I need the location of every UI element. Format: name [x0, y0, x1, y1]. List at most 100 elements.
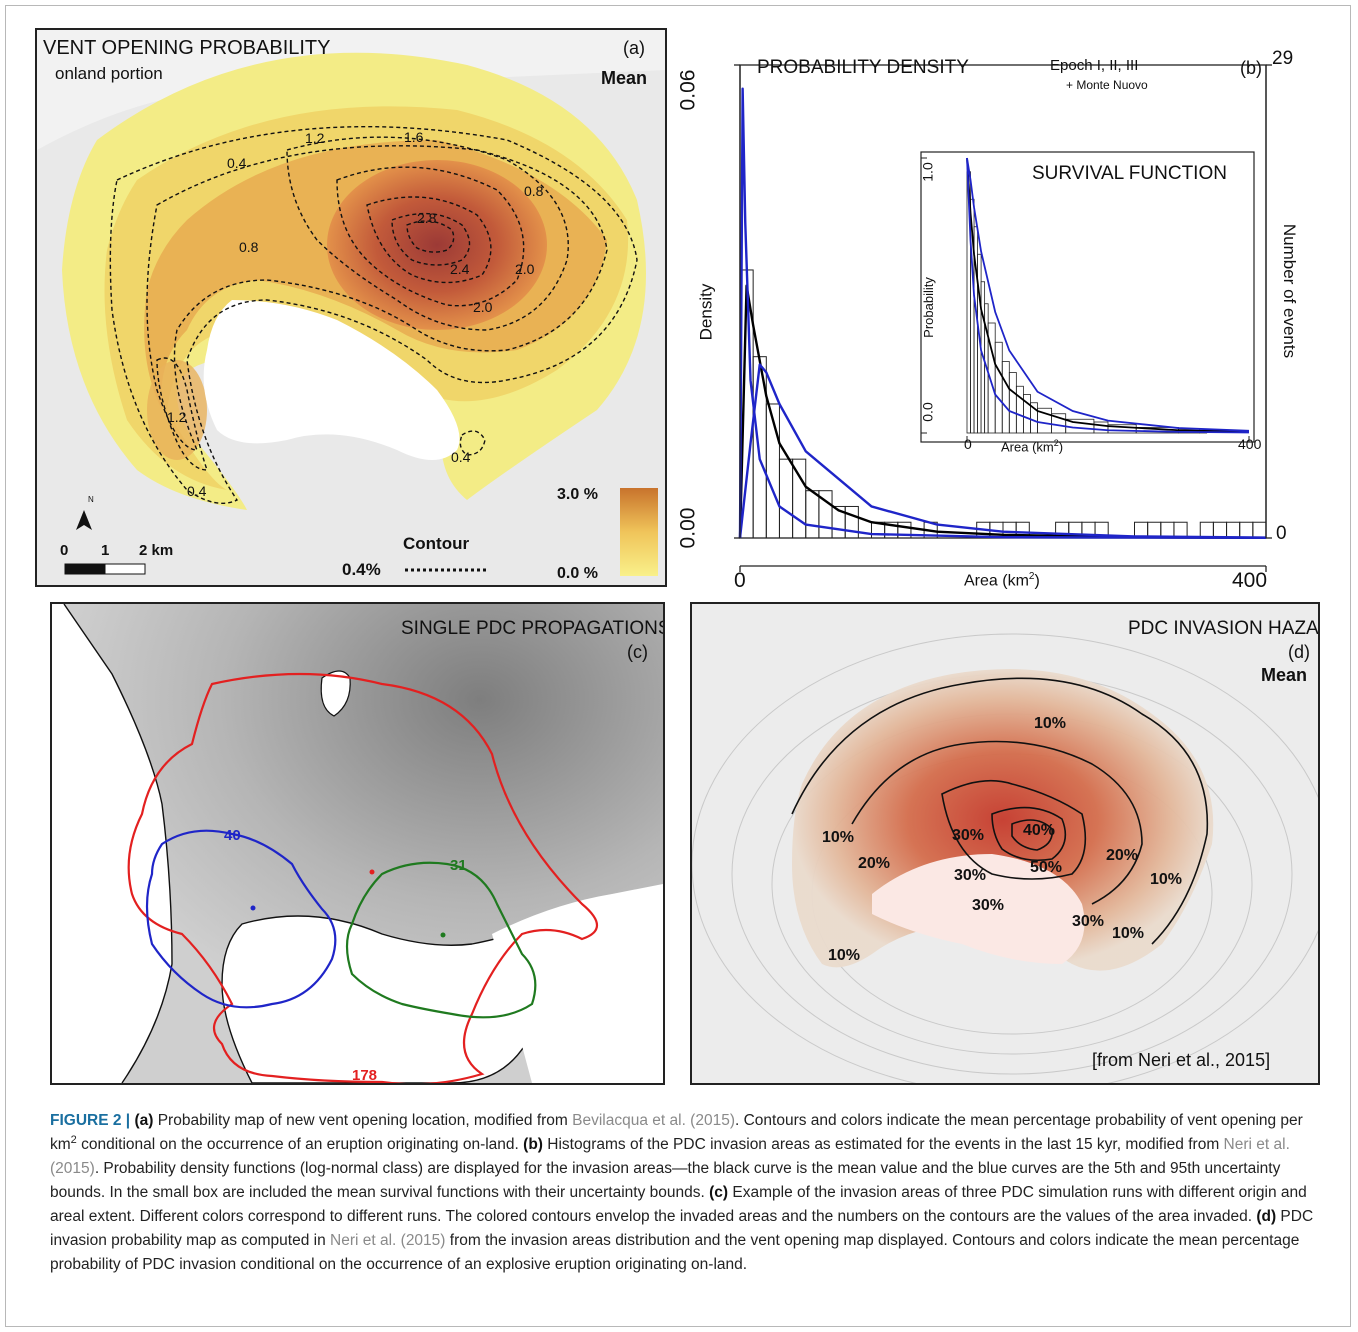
contour-1-6 [336, 166, 525, 307]
hazard-label: 20% [858, 855, 890, 872]
contour-legend-title: Contour [403, 534, 470, 553]
bay-hazard [872, 854, 1085, 964]
figure-caption: FIGURE 2 | (a) Probability map of new ve… [50, 1109, 1318, 1277]
inset-title: SURVIVAL FUNCTION [1032, 163, 1227, 184]
contour-label: 1.6 [404, 129, 424, 145]
y-tick-1: 0.06 [676, 69, 700, 111]
contour-31 [345, 861, 537, 1019]
inset-x-tick-0: 0 [964, 436, 972, 452]
density-curve [738, 87, 1267, 540]
contour-label: 0.4 [227, 155, 247, 171]
contour-40 [991, 806, 1067, 862]
hazard-label: 10% [1150, 871, 1182, 888]
x-axis-label-sup: 2 [1028, 571, 1035, 582]
contour-10 [791, 677, 1209, 945]
x-axis-label-end: ) [1034, 572, 1040, 590]
scale-bar [64, 563, 146, 575]
histogram-bar [1226, 521, 1241, 539]
x-axis-label-text: Area (km [964, 572, 1029, 590]
contour-2-0 [366, 196, 492, 284]
hazard-label: 30% [952, 827, 984, 844]
x-tick-400: 400 [1232, 569, 1268, 592]
probability-peak [327, 160, 547, 330]
axis-ticks [734, 64, 1272, 572]
caption-c-label: (c) [709, 1184, 729, 1201]
x-tick-0: 0 [734, 569, 746, 592]
caption-a-text: Probability map of new vent opening loca… [153, 1112, 573, 1129]
hazard-label: 40% [1023, 822, 1055, 839]
caption-a-label: (a) [134, 1112, 154, 1129]
contour-label-178: 178 [352, 1067, 377, 1083]
hazard-label: 50% [1030, 859, 1062, 876]
hazard-label: 30% [954, 867, 986, 884]
panel-d-tag: (d) [1288, 642, 1310, 662]
vent-point-green [440, 932, 446, 938]
histogram-bar [897, 521, 912, 539]
contour-0-8 [146, 145, 608, 451]
inset-y-tick-0: 0.0 [919, 402, 936, 422]
north-arrow-icon [76, 510, 92, 530]
contour-label: 0.8 [239, 239, 259, 255]
inset-y-label: Probability [920, 277, 936, 338]
caption-b-text: Histograms of the PDC invasion areas as … [542, 1136, 1224, 1153]
probability-zone-west [147, 360, 207, 460]
contour-label-40: 40 [224, 827, 241, 844]
panel-a-title: VENT OPENING PROBABILITY [43, 37, 331, 59]
y-right-tick-1: 29 [1272, 48, 1294, 69]
histogram-bar [805, 490, 820, 539]
caption-b-text2: . Probability density functions (log-nor… [50, 1160, 1281, 1201]
panel-c-tag: (c) [627, 642, 648, 662]
hazard-label: 10% [1034, 715, 1066, 732]
panel-a-tag: (a) [623, 38, 645, 58]
panel-b-probability-density: PROBABILITY DENSITY Epoch I, II, III + M… [676, 28, 1300, 598]
north-label: N [88, 495, 94, 504]
contour-west [156, 357, 208, 471]
contour-label: 0.8 [524, 183, 544, 199]
caption-d-text2: from the invasion areas distribution and… [50, 1232, 1300, 1273]
hazard-contours [791, 677, 1209, 945]
histogram-bar [844, 505, 859, 539]
contour-label: 1.2 [305, 130, 325, 146]
inset-curves [966, 157, 1250, 434]
panel-a-stat: Mean [601, 68, 648, 88]
inset-x-label-sup: 2 [1053, 438, 1059, 448]
hazard-label: 10% [828, 947, 860, 964]
contour-30 [941, 779, 1087, 880]
panel-a-subtitle: onland portion [55, 64, 163, 83]
x-axis-label: Area (km2) [964, 571, 1040, 590]
contour-label: 2.4 [450, 261, 470, 277]
contour-label: 2.0 [515, 261, 535, 277]
panel-d-pdc-invasion-hazard: 10% 10% 20% 30% 30% 40% 50% 30% 20% 10% … [690, 602, 1320, 1085]
vent-point-red [369, 869, 375, 875]
y-axis-right-label: Number of events [1280, 223, 1300, 359]
histogram-bar [1199, 521, 1214, 539]
hazard-label: 30% [1072, 913, 1104, 930]
contour-label-group: 0.4 1.2 1.6 0.8 2.8 0.8 2.4 2.0 2.0 1.2 … [167, 129, 544, 499]
contour-legend-value: 0.4% [342, 560, 381, 579]
source-note: [from Neri et al., 2015] [1092, 1050, 1271, 1070]
panel-c-pdc-propagations: 40 31 178 SINGLE PDC PROPAGATIONS (c) [50, 602, 665, 1085]
panel-d-title: PDC INVASION HAZARD [1128, 618, 1319, 639]
caption-lead: FIGURE 2 | [50, 1112, 131, 1129]
y-axis-label: Density [696, 283, 716, 341]
panel-a-vent-opening-map: 0.4 1.2 1.6 0.8 2.8 0.8 2.4 2.0 2.0 1.2 … [35, 28, 667, 587]
caption-ref-neri-b[interactable]: Neri et al. (2015) [50, 1136, 1290, 1177]
density-curve [738, 363, 1267, 539]
sea-area [37, 30, 665, 150]
inset-x-label-text: Area (km [1001, 439, 1054, 455]
caption-ref-neri-d[interactable]: Neri et al. (2015) [330, 1232, 446, 1249]
hazard-label: 10% [822, 829, 854, 846]
histogram-bar [792, 458, 807, 539]
contour-label: 1.2 [167, 409, 187, 425]
y-tick-0: 0.00 [676, 507, 700, 549]
caption-ref-bevilacqua[interactable]: Bevilacqua et al. (2015) [572, 1112, 735, 1129]
contour-20 [851, 740, 1143, 905]
hazard-label-group: 10% 10% 20% 30% 30% 40% 50% 30% 20% 10% … [822, 715, 1182, 964]
density-curves [738, 87, 1267, 540]
contour-label: 2.0 [473, 299, 493, 315]
vent-point-blue [250, 905, 256, 911]
contour-178 [127, 672, 599, 1083]
inset-x-label-end: ) [1058, 439, 1064, 455]
contour-1-2 [286, 136, 569, 331]
caption-c-text: Example of the invasion areas of three P… [50, 1184, 1307, 1225]
